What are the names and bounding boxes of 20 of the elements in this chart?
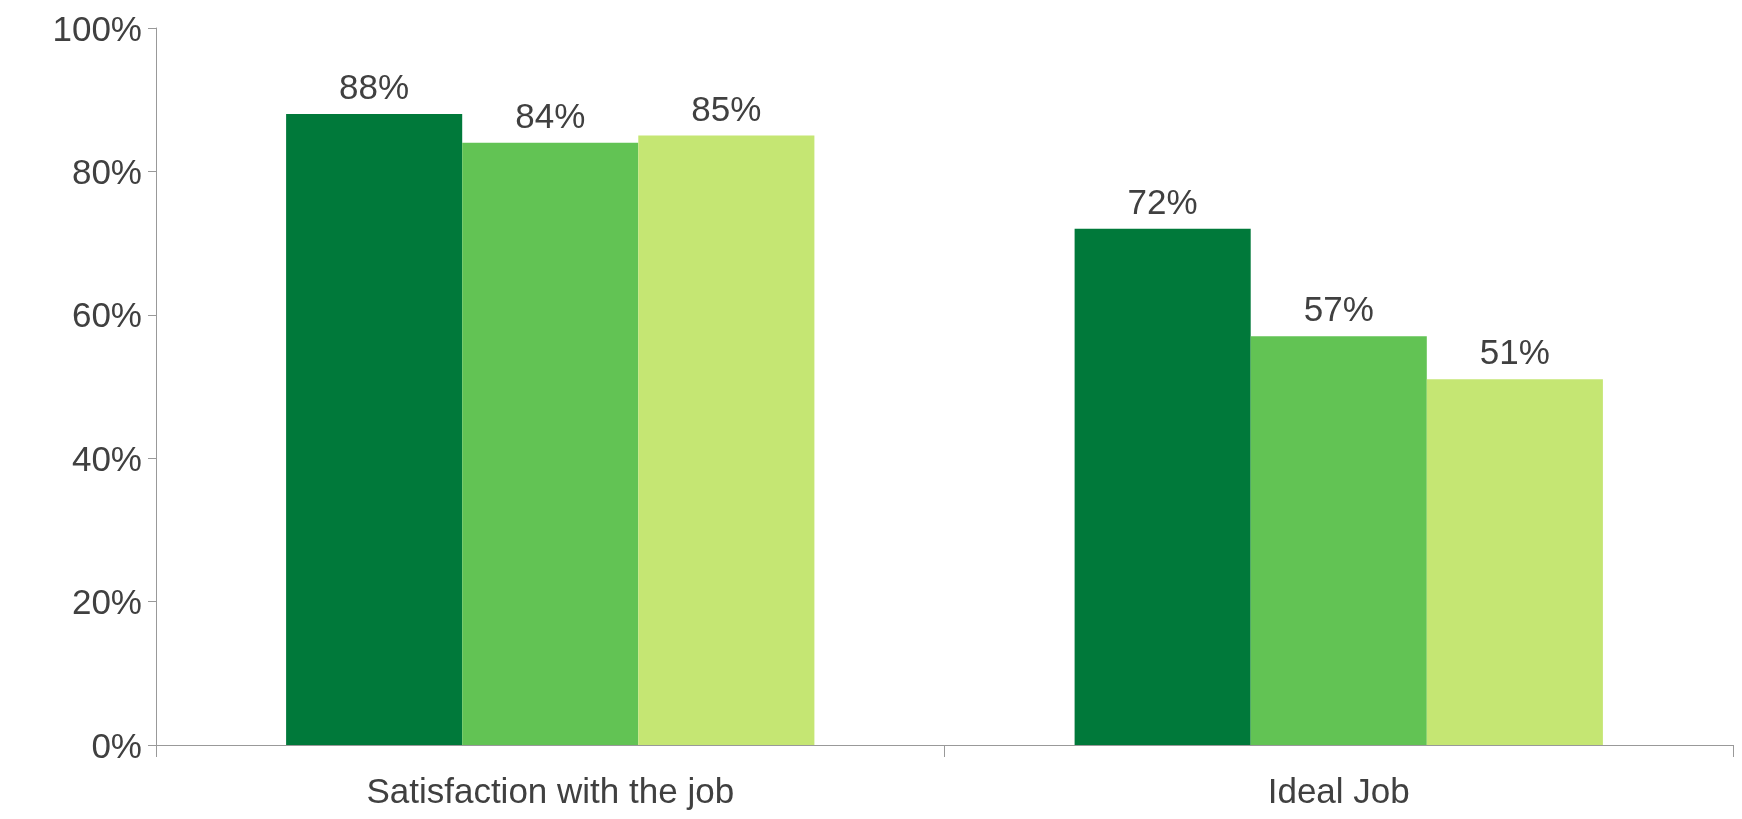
- y-tick-label: 60%: [71, 295, 142, 335]
- y-tick-label: 0%: [91, 725, 142, 765]
- y-tick-label: 100%: [52, 8, 142, 48]
- bar: [462, 142, 639, 745]
- data-label: 57%: [1303, 289, 1374, 329]
- y-tick-label: 80%: [71, 151, 142, 191]
- bar: [638, 135, 815, 745]
- data-label: 84%: [515, 95, 586, 135]
- data-label: 85%: [691, 88, 762, 128]
- data-label: 88%: [339, 67, 410, 107]
- y-tick-label: 20%: [71, 582, 142, 622]
- y-tick-label: 40%: [71, 438, 142, 478]
- bar: [1250, 336, 1427, 745]
- data-label: 51%: [1479, 332, 1550, 372]
- x-tick-label: Satisfaction with the job: [366, 771, 735, 810]
- x-tick-label: Ideal Job: [1267, 771, 1410, 810]
- bar: [286, 114, 463, 745]
- data-label: 72%: [1127, 181, 1198, 221]
- bar: [1074, 228, 1251, 745]
- bar: [1426, 379, 1603, 745]
